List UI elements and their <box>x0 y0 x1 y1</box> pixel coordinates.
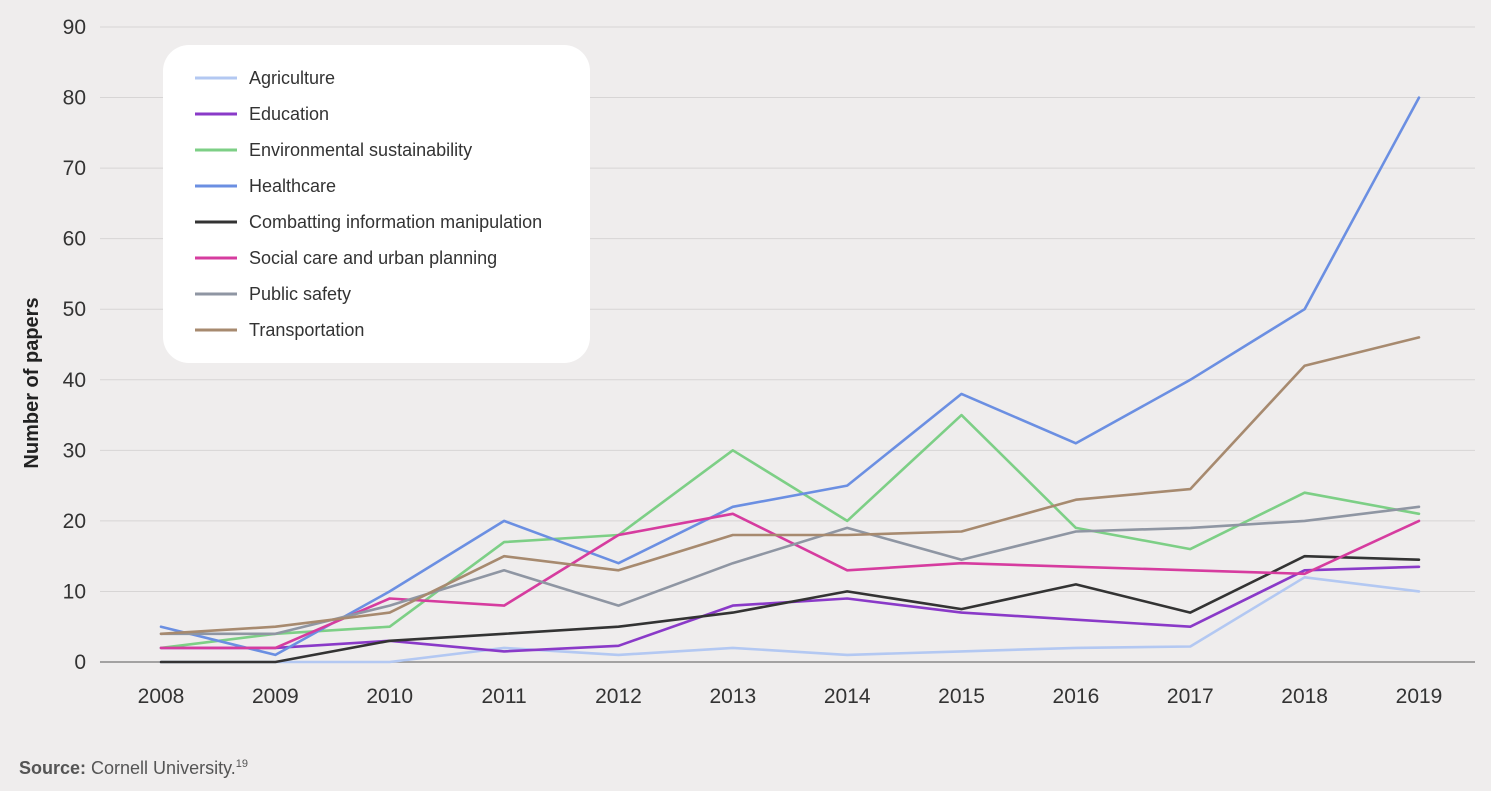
series-line-agriculture <box>159 575 1421 664</box>
y-tick-label: 30 <box>63 439 86 462</box>
legend-item: Agriculture <box>195 68 335 88</box>
legend-item: Transportation <box>195 320 364 340</box>
source-note: Source: Cornell University.19 <box>19 758 248 779</box>
legend-label: Agriculture <box>249 68 335 88</box>
y-tick-label: 10 <box>63 580 86 603</box>
y-tick-label: 40 <box>63 369 86 392</box>
legend-label: Combatting information manipulation <box>249 212 542 232</box>
x-tick-label: 2017 <box>1167 685 1214 708</box>
legend-item: Education <box>195 104 329 124</box>
series-line-combatting-information-manipulation <box>159 554 1421 664</box>
series-line-social-care-and-urban-planning <box>159 512 1421 650</box>
y-tick-label: 90 <box>63 16 86 39</box>
series-line-environmental-sustainability <box>159 413 1421 650</box>
legend-label: Transportation <box>249 320 364 340</box>
x-tick-label: 2016 <box>1053 685 1100 708</box>
x-axis-tick-labels: 2008 2009 2010 2011 2012 2013 2014 2015 2016 2017… <box>138 685 1443 708</box>
source-footnote: 19 <box>235 758 248 770</box>
x-tick-label: 2011 <box>482 685 527 708</box>
y-tick-label: 60 <box>63 228 86 251</box>
y-tick-label: 20 <box>63 510 86 533</box>
y-tick-label: 70 <box>63 157 86 180</box>
legend-label: Social care and urban planning <box>249 248 497 268</box>
series-line-transportation <box>159 336 1421 636</box>
y-axis-tick-labels: 0 10 20 30 40 50 60 70 80 90 <box>63 16 86 674</box>
series-lines <box>159 96 1421 664</box>
source-label: Source: <box>19 758 87 778</box>
legend-label: Environmental sustainability <box>249 140 472 160</box>
x-tick-label: 2015 <box>938 685 985 708</box>
x-tick-label: 2019 <box>1396 685 1443 708</box>
y-tick-label: 0 <box>74 651 86 674</box>
x-tick-label: 2013 <box>709 685 756 708</box>
y-tick-label: 50 <box>63 298 86 321</box>
y-tick-label: 80 <box>63 87 86 110</box>
x-tick-label: 2014 <box>824 685 871 708</box>
legend-label: Healthcare <box>249 176 336 196</box>
series-line-healthcare <box>159 96 1421 657</box>
legend-item: Public safety <box>195 284 351 304</box>
x-tick-label: 2012 <box>595 685 642 708</box>
x-tick-label: 2010 <box>366 685 413 708</box>
source-text: Cornell University. <box>86 758 236 778</box>
legend-item: Combatting information manipulation <box>195 212 542 232</box>
legend-item: Healthcare <box>195 176 336 196</box>
y-axis-title: Number of papers <box>21 297 43 468</box>
legend-items: Agriculture Education Environmental sustai… <box>195 68 542 340</box>
series-line-public-safety <box>159 505 1421 636</box>
legend-item: Environmental sustainability <box>195 140 472 160</box>
series-line-education <box>159 565 1421 653</box>
legend-label: Public safety <box>249 284 351 304</box>
x-tick-label: 2018 <box>1281 685 1328 708</box>
x-tick-label: 2008 <box>138 685 185 708</box>
legend-label: Education <box>249 104 329 124</box>
x-tick-label: 2009 <box>252 685 299 708</box>
legend-item: Social care and urban planning <box>195 248 497 268</box>
legend-box <box>163 45 590 363</box>
legend: Agriculture Education Environmental sustai… <box>163 45 590 363</box>
